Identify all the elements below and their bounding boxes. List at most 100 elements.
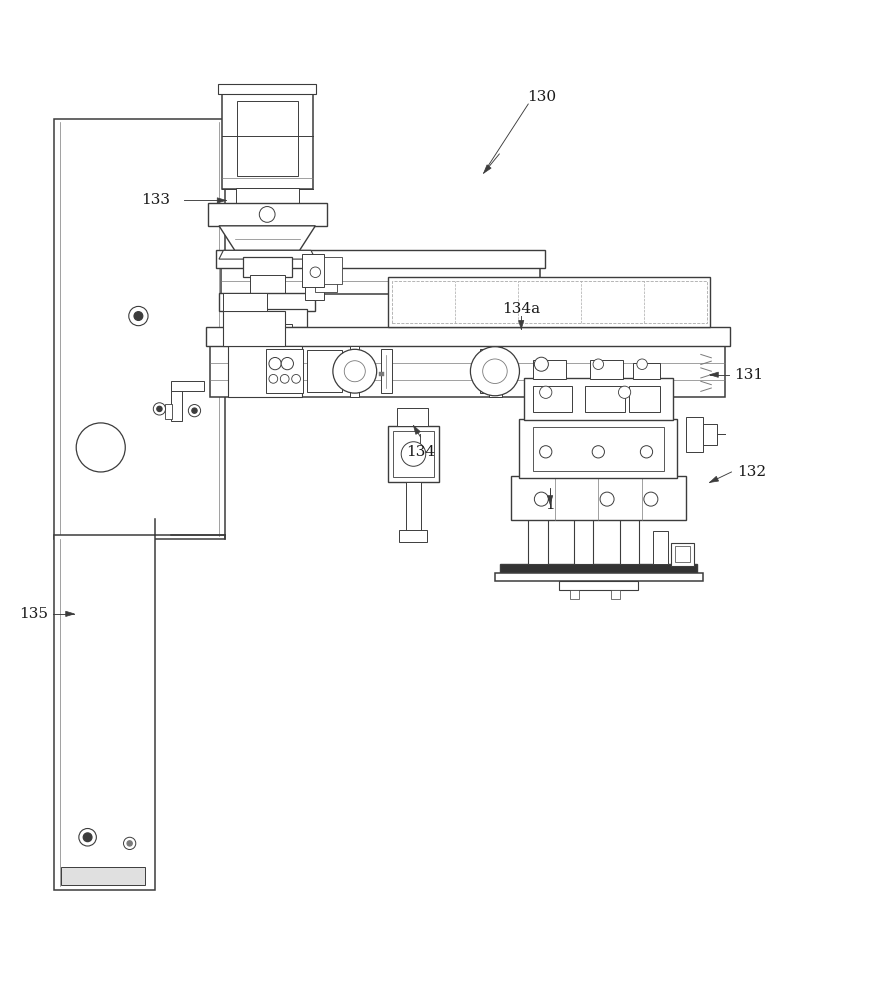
Circle shape bbox=[540, 446, 552, 458]
Circle shape bbox=[310, 267, 321, 277]
Bar bbox=[388, 426, 439, 482]
Circle shape bbox=[470, 347, 519, 396]
Bar bbox=[218, 84, 316, 94]
Bar bbox=[227, 309, 307, 327]
Bar bbox=[222, 93, 313, 189]
Circle shape bbox=[644, 492, 658, 506]
Circle shape bbox=[269, 374, 278, 383]
Bar bbox=[243, 324, 292, 340]
Bar bbox=[489, 346, 502, 397]
Circle shape bbox=[157, 406, 162, 412]
Bar bbox=[236, 188, 299, 204]
Bar bbox=[379, 372, 384, 376]
Bar bbox=[671, 543, 694, 566]
Bar bbox=[480, 349, 498, 393]
Polygon shape bbox=[519, 320, 524, 329]
Polygon shape bbox=[219, 226, 315, 250]
Circle shape bbox=[483, 359, 507, 383]
Circle shape bbox=[618, 386, 631, 398]
Polygon shape bbox=[219, 250, 315, 259]
Polygon shape bbox=[413, 426, 420, 434]
Bar bbox=[250, 275, 285, 294]
Bar bbox=[206, 327, 730, 346]
Bar bbox=[675, 546, 690, 562]
Circle shape bbox=[76, 423, 125, 472]
Circle shape bbox=[592, 446, 604, 458]
Bar bbox=[350, 346, 359, 397]
Text: 130: 130 bbox=[526, 90, 556, 104]
Circle shape bbox=[534, 492, 548, 506]
Circle shape bbox=[593, 359, 604, 369]
Polygon shape bbox=[710, 372, 718, 377]
Text: 134a: 134a bbox=[502, 302, 540, 316]
Text: 132: 132 bbox=[737, 465, 766, 479]
Circle shape bbox=[83, 833, 92, 842]
Bar bbox=[533, 360, 566, 379]
Circle shape bbox=[344, 361, 365, 382]
Text: 1: 1 bbox=[545, 498, 555, 512]
Bar bbox=[653, 531, 668, 564]
Bar bbox=[399, 530, 427, 542]
Bar bbox=[315, 274, 337, 292]
Circle shape bbox=[534, 357, 548, 371]
Bar bbox=[500, 564, 697, 573]
Bar bbox=[574, 518, 593, 564]
Bar bbox=[633, 363, 660, 379]
Bar bbox=[61, 867, 145, 885]
Circle shape bbox=[153, 403, 166, 415]
Circle shape bbox=[280, 374, 289, 383]
Bar bbox=[237, 101, 298, 176]
Bar bbox=[519, 419, 677, 478]
Circle shape bbox=[269, 357, 281, 370]
Circle shape bbox=[259, 207, 275, 222]
Bar bbox=[570, 590, 579, 599]
Bar bbox=[495, 573, 703, 581]
Polygon shape bbox=[217, 198, 226, 203]
Bar bbox=[171, 383, 182, 421]
Bar bbox=[620, 518, 639, 564]
Bar bbox=[590, 360, 623, 379]
Bar bbox=[629, 386, 660, 412]
Bar bbox=[611, 590, 620, 599]
Bar bbox=[487, 362, 491, 366]
Circle shape bbox=[124, 837, 136, 850]
Circle shape bbox=[292, 374, 300, 383]
Bar bbox=[266, 349, 303, 393]
Bar bbox=[528, 518, 548, 564]
Bar bbox=[165, 404, 172, 419]
Circle shape bbox=[637, 359, 647, 369]
Polygon shape bbox=[66, 611, 74, 617]
Circle shape bbox=[79, 828, 96, 846]
Circle shape bbox=[640, 446, 653, 458]
Bar bbox=[393, 431, 434, 477]
Circle shape bbox=[333, 349, 377, 393]
Bar bbox=[585, 386, 625, 412]
Bar bbox=[305, 267, 324, 300]
Bar bbox=[219, 293, 315, 311]
Bar bbox=[559, 581, 638, 590]
Circle shape bbox=[600, 492, 614, 506]
Circle shape bbox=[401, 442, 426, 466]
Bar bbox=[392, 281, 707, 323]
Bar bbox=[54, 119, 225, 539]
Bar bbox=[703, 424, 717, 445]
Bar bbox=[511, 476, 686, 520]
Bar bbox=[381, 349, 392, 393]
Bar bbox=[487, 375, 491, 379]
Bar bbox=[388, 277, 710, 327]
Bar bbox=[228, 346, 302, 397]
Text: 135: 135 bbox=[18, 607, 48, 621]
Circle shape bbox=[127, 841, 132, 846]
Circle shape bbox=[134, 312, 143, 320]
Text: 131: 131 bbox=[734, 368, 764, 382]
Polygon shape bbox=[548, 496, 553, 504]
Bar bbox=[524, 378, 673, 420]
Bar bbox=[208, 203, 327, 226]
Text: 133: 133 bbox=[141, 193, 171, 207]
Bar bbox=[223, 293, 267, 311]
Polygon shape bbox=[484, 165, 491, 173]
Bar bbox=[171, 381, 204, 390]
Bar bbox=[210, 346, 725, 397]
Bar bbox=[406, 482, 421, 533]
Polygon shape bbox=[710, 476, 718, 482]
